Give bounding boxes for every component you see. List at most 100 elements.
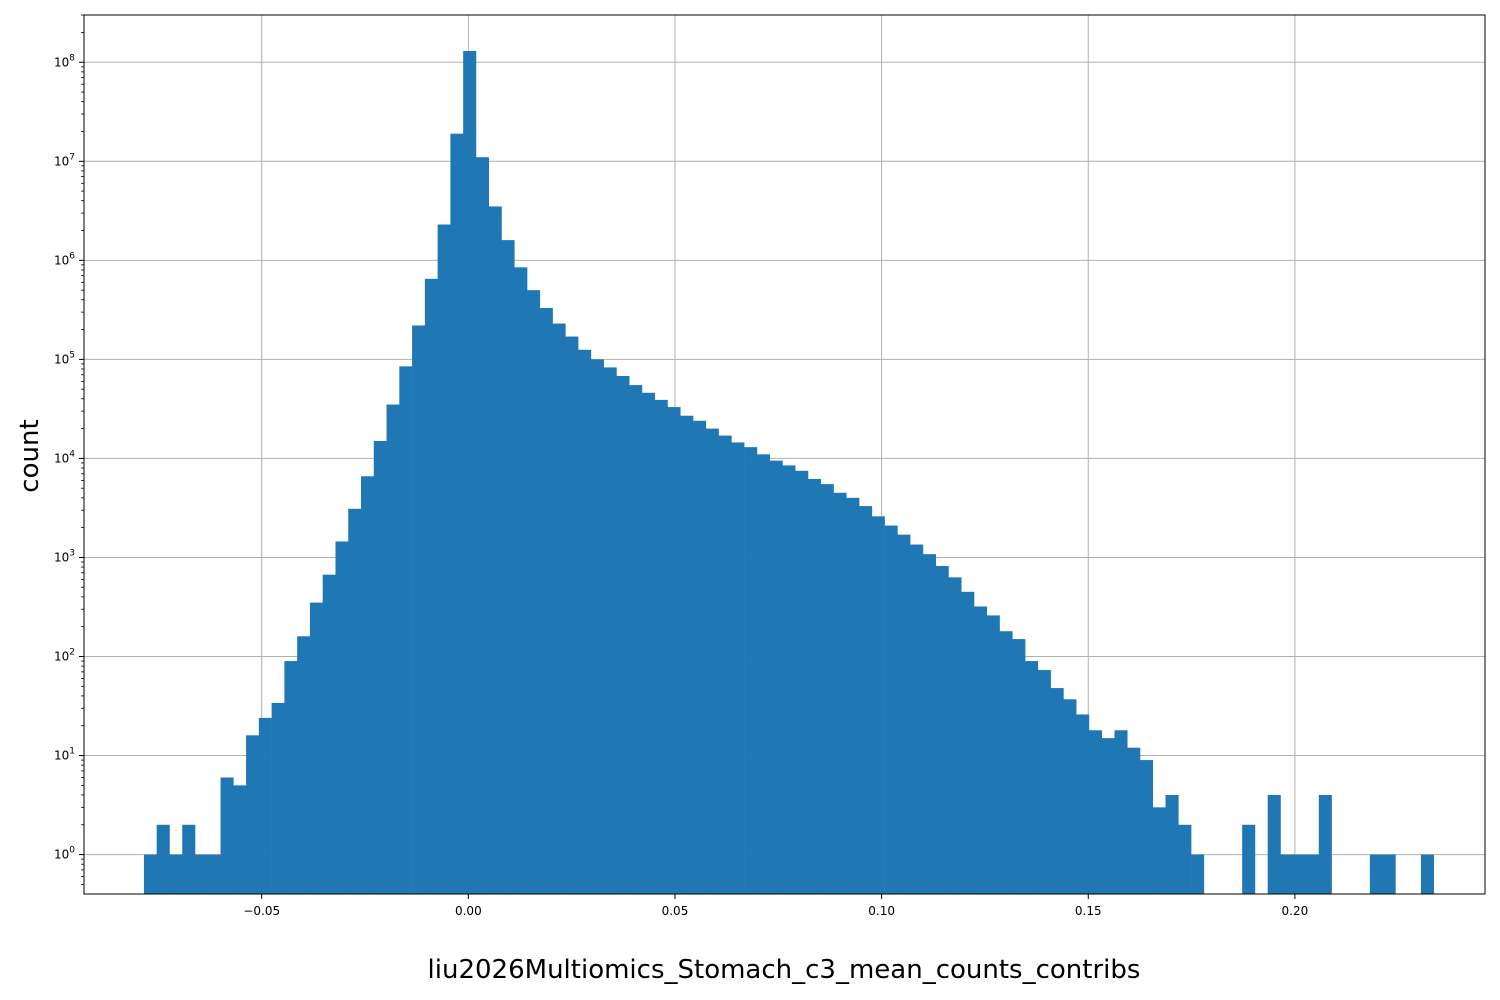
histogram-bar — [552, 323, 566, 894]
histogram-bar — [1050, 688, 1064, 894]
x-tick-label: 0.15 — [1075, 904, 1102, 918]
histogram-bar — [718, 435, 732, 894]
histogram-bar — [961, 591, 975, 894]
histogram-bar — [846, 497, 860, 894]
histogram-bar — [373, 440, 387, 894]
histogram-bar — [1420, 854, 1435, 894]
histogram-bar — [1139, 760, 1154, 894]
histogram-bar — [514, 267, 528, 894]
histogram-bar — [641, 392, 656, 894]
histogram-bar — [1267, 794, 1281, 894]
histogram-bar — [629, 385, 643, 894]
histogram-bar — [220, 777, 234, 894]
histogram-bar — [258, 717, 272, 894]
histogram-bar — [693, 420, 707, 894]
histogram-bar — [1382, 854, 1396, 894]
histogram-bar — [284, 661, 298, 894]
histogram-bar — [616, 375, 630, 894]
histogram-bar — [769, 460, 783, 894]
histogram-bar — [1114, 730, 1128, 894]
histogram-bar — [424, 278, 438, 895]
plot-frame — [83, 14, 1486, 895]
histogram-bar — [935, 565, 949, 894]
histogram-bar — [820, 484, 834, 894]
histogram-bar — [348, 508, 362, 894]
histogram-bar — [412, 325, 426, 894]
histogram-bar — [527, 290, 541, 894]
histogram-bar — [782, 465, 796, 894]
grid — [84, 15, 1485, 894]
histogram-bar — [667, 407, 681, 894]
histogram-bar — [948, 577, 962, 894]
histogram-bar — [922, 554, 936, 894]
y-tick-label: 108 — [54, 53, 75, 69]
histogram-bar — [578, 349, 592, 894]
histogram-bar — [1369, 854, 1383, 894]
histogram-bar — [859, 506, 873, 894]
histogram-bar — [910, 544, 924, 894]
histogram-bar — [897, 534, 911, 894]
histogram-bar — [246, 735, 260, 894]
histogram-bar — [1012, 639, 1026, 894]
histogram-bar — [756, 454, 770, 894]
histogram-bar — [1191, 854, 1205, 894]
histogram-bar — [1318, 794, 1332, 894]
x-tick-label: 0.10 — [868, 904, 895, 918]
histogram-bar — [233, 785, 247, 894]
histogram-bar — [999, 631, 1013, 894]
y-tick-label: 100 — [54, 846, 75, 862]
histogram-bar — [973, 606, 988, 894]
histogram-bar — [335, 541, 349, 894]
x-tick-label: 0.00 — [455, 904, 482, 918]
histogram-bar — [1306, 854, 1320, 894]
histogram-bar — [1076, 714, 1090, 894]
y-tick-label: 103 — [54, 548, 75, 564]
histogram-bar — [450, 133, 464, 894]
histogram-bar — [603, 367, 617, 895]
histogram-bar — [488, 206, 502, 894]
histogram-bar — [271, 702, 285, 894]
histogram-bar — [1088, 730, 1102, 894]
histogram-bar — [1152, 807, 1166, 894]
histogram-bar — [156, 824, 170, 894]
histogram-bar — [833, 492, 847, 894]
y-tick-label: 105 — [54, 350, 75, 366]
histogram-bar — [1165, 794, 1179, 894]
histogram-bar — [744, 447, 758, 894]
histogram-bar — [501, 240, 515, 895]
histogram-bar — [1280, 854, 1294, 894]
histogram-bar — [437, 224, 451, 894]
histogram-bar — [871, 516, 885, 894]
y-tick-label: 107 — [54, 152, 75, 168]
histogram-bar — [680, 415, 694, 894]
histogram-bar — [807, 478, 822, 894]
histogram-bar — [182, 824, 196, 894]
histogram-bar — [590, 359, 604, 895]
histogram-bar — [1101, 738, 1115, 894]
histogram-bar — [1063, 699, 1077, 894]
x-tick-label: −0.05 — [243, 904, 280, 918]
histogram-bar — [705, 428, 719, 894]
histogram-bar — [1025, 661, 1039, 894]
histogram-bar — [475, 157, 490, 895]
histogram-bar — [322, 574, 336, 894]
histogram-bar — [169, 854, 183, 894]
histogram-bar — [207, 854, 221, 894]
x-tick-label: 0.05 — [662, 904, 689, 918]
histogram-bar — [539, 308, 553, 894]
histogram-bar — [386, 404, 400, 894]
bars — [143, 50, 1435, 895]
histogram-bar — [463, 50, 477, 894]
histogram-bar — [309, 602, 324, 894]
x-tick-label: 0.20 — [1282, 904, 1309, 918]
histogram-bar — [1037, 670, 1051, 894]
histogram-bar — [1178, 824, 1192, 894]
histogram-bar — [654, 399, 668, 894]
histogram-bar — [361, 476, 375, 894]
y-tick-label: 102 — [54, 648, 75, 664]
y-tick-label: 101 — [54, 747, 75, 763]
histogram-bar — [884, 525, 898, 894]
histogram-bar — [795, 470, 809, 894]
y-tick-label: 104 — [54, 449, 75, 465]
